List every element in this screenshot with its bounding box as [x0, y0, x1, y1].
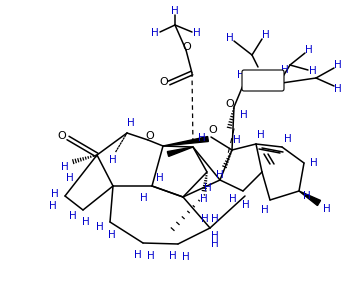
Text: H: H — [169, 251, 177, 261]
Text: H: H — [284, 134, 292, 144]
Text: O: O — [226, 99, 234, 109]
Text: H: H — [310, 158, 318, 168]
Text: O: O — [209, 125, 217, 135]
Text: H: H — [69, 211, 77, 221]
Text: H: H — [237, 70, 245, 80]
Text: H: H — [334, 84, 342, 94]
Text: H: H — [305, 45, 313, 55]
Text: H: H — [226, 33, 234, 43]
Polygon shape — [163, 137, 208, 146]
Text: H: H — [49, 201, 57, 211]
Text: H: H — [211, 214, 219, 224]
Text: H: H — [61, 162, 69, 172]
Text: H: H — [109, 155, 117, 165]
Text: O: O — [183, 42, 191, 52]
Text: H: H — [257, 130, 265, 140]
Text: H: H — [151, 28, 159, 38]
Text: H: H — [108, 230, 116, 240]
Text: H: H — [140, 193, 148, 203]
Text: H: H — [134, 250, 142, 260]
Text: H: H — [334, 60, 342, 70]
Text: H: H — [229, 194, 237, 204]
Text: H: H — [51, 189, 59, 199]
Text: H: H — [240, 110, 248, 120]
Text: H: H — [211, 239, 219, 249]
Text: H: H — [156, 173, 164, 183]
Text: H: H — [147, 251, 155, 261]
Text: H: H — [182, 252, 190, 262]
FancyBboxPatch shape — [242, 70, 284, 91]
Text: H: H — [66, 173, 74, 183]
Text: H: H — [82, 217, 90, 227]
Text: H: H — [193, 28, 201, 38]
Text: H: H — [96, 222, 104, 232]
Text: H: H — [261, 205, 269, 215]
Text: H: H — [262, 30, 270, 40]
Text: H: H — [242, 200, 250, 210]
Polygon shape — [167, 147, 193, 157]
Text: O: O — [58, 131, 66, 141]
Text: H: H — [303, 191, 311, 201]
Text: H: H — [201, 214, 209, 224]
Text: H: H — [204, 183, 212, 193]
Text: O: O — [160, 77, 168, 87]
Text: H: H — [233, 135, 241, 145]
Text: H: H — [211, 231, 219, 241]
Text: H: H — [198, 133, 206, 143]
Text: Abs: Abs — [255, 73, 271, 82]
Text: H: H — [323, 204, 331, 214]
Text: H: H — [200, 194, 208, 204]
Text: H: H — [309, 66, 317, 76]
Text: H: H — [171, 6, 179, 16]
Text: O: O — [146, 131, 154, 141]
Text: H: H — [127, 118, 135, 128]
Polygon shape — [299, 191, 321, 206]
Text: H: H — [281, 65, 289, 75]
Text: H: H — [216, 170, 224, 180]
